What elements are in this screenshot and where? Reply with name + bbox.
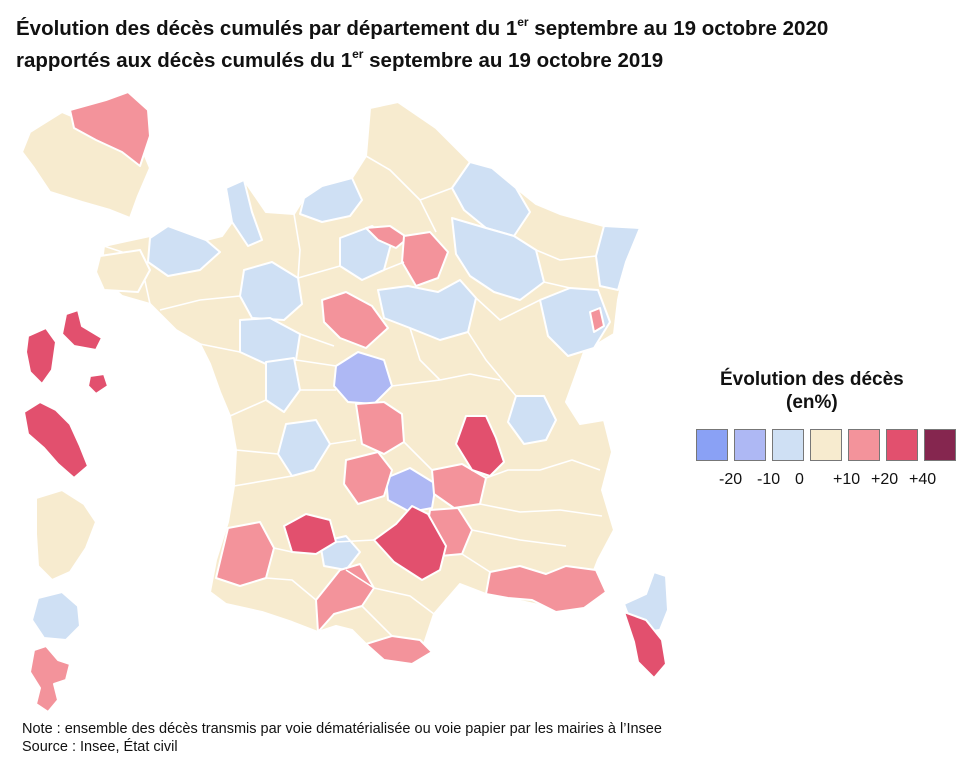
legend-swatches xyxy=(696,429,956,461)
legend-title-line-2: (en%) xyxy=(786,392,838,413)
dept-haute-garonne xyxy=(315,563,375,633)
dept-cantal xyxy=(385,467,437,513)
dept-haute-vienne-correze xyxy=(343,451,393,505)
dept-aveyron-lozere xyxy=(373,505,447,581)
la-reunion xyxy=(31,591,81,641)
dept-nord xyxy=(365,225,409,249)
dept-loiret-yonne xyxy=(377,279,477,341)
legend-swatch-1 xyxy=(696,429,728,461)
source-text: Source : Insee, État civil xyxy=(22,739,178,755)
legend-tick-label: -20 xyxy=(719,471,743,488)
legend-swatch-2 xyxy=(734,429,766,461)
legend-tick-label: -10 xyxy=(757,471,781,488)
dept-cotes-armor xyxy=(147,225,221,277)
dept-meuse-lorraine xyxy=(451,217,545,301)
dept-bouches-rhone-var xyxy=(485,565,607,613)
france-departments-map xyxy=(21,91,669,713)
dept-loir-cher xyxy=(321,291,389,349)
dept-somme xyxy=(299,177,363,223)
dept-sarthe-mayenne xyxy=(239,261,303,321)
legend-swatch-6 xyxy=(886,429,918,461)
note-text: Note : ensemble des décès transmis par v… xyxy=(22,721,662,737)
legend-ticks: -20 -10 0 +10 +20 +40 xyxy=(690,471,957,493)
legend-tick-label: +10 xyxy=(833,471,861,488)
strong-decline-zones xyxy=(333,351,437,513)
dept-ain-savoie xyxy=(507,395,557,445)
dept-indre-cher xyxy=(333,351,393,405)
legend-swatch-4 xyxy=(810,429,842,461)
legend-title: Évolution des décès (en%) xyxy=(690,368,957,414)
dept-bas-rhin xyxy=(595,225,641,291)
dept-corse-du-sud xyxy=(623,611,667,679)
dept-finistere xyxy=(95,249,151,293)
map-title: Évolution des décès cumulés par départem… xyxy=(16,10,946,74)
legend-swatch-3 xyxy=(772,429,804,461)
title-line-2: rapportés aux décès cumulés du 1er septe… xyxy=(16,46,664,72)
dept-manche xyxy=(225,179,263,247)
mayotte xyxy=(29,645,71,713)
legend-swatch-7 xyxy=(924,429,956,461)
dept-haut-rhin-doubs xyxy=(539,287,611,357)
martinique xyxy=(23,401,89,479)
legend-tick-label: +40 xyxy=(909,471,937,488)
strong-increase-zones xyxy=(283,415,667,679)
guyane xyxy=(35,489,97,581)
legend-tick-label: +20 xyxy=(871,471,899,488)
dept-vienne xyxy=(265,357,301,413)
guadeloupe-grande-terre xyxy=(61,309,103,351)
overseas-territories xyxy=(23,309,109,713)
dept-jura xyxy=(589,307,605,333)
dept-rhone xyxy=(455,415,505,477)
saint-pierre-block xyxy=(21,91,151,219)
legend-title-line-1: Évolution des décès xyxy=(720,369,904,390)
title-line-1: Évolution des décès cumulés par départem… xyxy=(16,15,829,40)
increase-zones xyxy=(215,225,607,665)
guadeloupe-basse-terre xyxy=(25,327,57,385)
legend-swatch-5 xyxy=(848,429,880,461)
island-north-east-red xyxy=(69,91,151,167)
marie-galante xyxy=(87,373,109,395)
legend-tick-label: 0 xyxy=(795,471,804,488)
footnote: Note : ensemble des décès transmis par v… xyxy=(22,720,662,756)
